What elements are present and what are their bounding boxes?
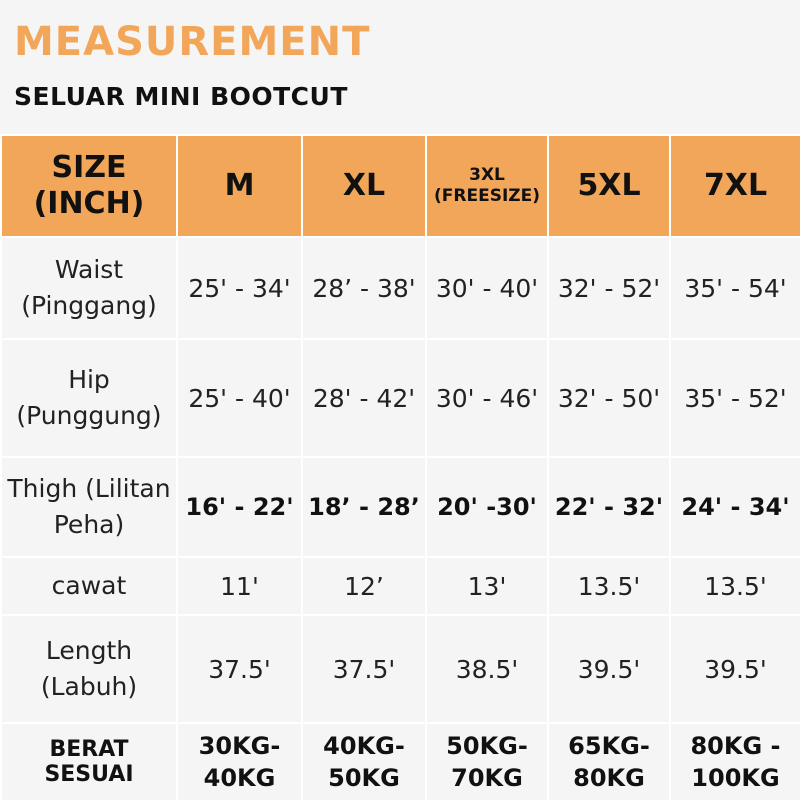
size-3xl-header: 3XL (FREESIZE) bbox=[425, 134, 549, 238]
table-cell: 38.5' bbox=[425, 614, 549, 724]
size-label: 5XL bbox=[577, 168, 641, 203]
table-cell: 28' - 42' bbox=[301, 338, 427, 458]
row-label-line: Hip bbox=[68, 364, 110, 394]
table-row-thigh: Thigh (Lilitan Peha) 16' - 22' 18’ - 28’… bbox=[0, 456, 800, 558]
row-label-line: Length bbox=[45, 635, 133, 665]
table-cell: 11' bbox=[176, 556, 303, 616]
table-cell: 25' - 40' bbox=[176, 338, 303, 458]
size-label: XL bbox=[342, 168, 386, 203]
product-name: SELUAR MINI BOOTCUT bbox=[14, 82, 348, 111]
table-cell: 40KG- 50KG bbox=[301, 722, 427, 802]
size-xl-header: XL bbox=[301, 134, 427, 238]
table-cell: 32' - 50' bbox=[547, 338, 671, 458]
row-label: Hip (Punggung) bbox=[0, 338, 178, 458]
row-label-line: Peha) bbox=[53, 510, 125, 539]
size-header-row: SIZE (INCH) M XL 3XL (FREESIZE) 5XL 7XL bbox=[0, 134, 800, 238]
table-cell: 32' - 52' bbox=[547, 236, 671, 340]
weight-line: 30KG- bbox=[198, 731, 281, 760]
row-label-line: (Punggung) bbox=[16, 401, 162, 430]
size-inch-header: SIZE (INCH) bbox=[0, 134, 178, 238]
table-cell: 13.5' bbox=[547, 556, 671, 616]
table-cell: 13.5' bbox=[669, 556, 800, 616]
weight-line: 70KG bbox=[451, 764, 523, 792]
weight-line: 65KG- bbox=[568, 731, 650, 760]
weight-line: 80KG - bbox=[690, 731, 781, 760]
row-label: Thigh (Lilitan Peha) bbox=[0, 456, 178, 558]
size-label: 7XL bbox=[703, 168, 768, 203]
row-label: cawat bbox=[0, 556, 178, 616]
table-row-cawat: cawat 11' 12’ 13' 13.5' 13.5' bbox=[0, 556, 800, 616]
table-cell: 30' - 46' bbox=[425, 338, 549, 458]
size-label: 3XL bbox=[469, 164, 505, 185]
weight-line: 80KG bbox=[573, 764, 645, 792]
row-label-line: cawat bbox=[51, 570, 127, 600]
table-cell: 30' - 40' bbox=[425, 236, 549, 340]
table-row-waist: Waist (Pinggang) 25' - 34' 28’ - 38' 30'… bbox=[0, 236, 800, 340]
row-label-line: (Labuh) bbox=[40, 672, 138, 701]
corner-line: SIZE bbox=[51, 150, 127, 185]
row-label-line: Thigh (Lilitan bbox=[7, 473, 171, 503]
size-m-header: M bbox=[176, 134, 303, 238]
size-5xl-header: 5XL bbox=[547, 134, 671, 238]
size-label: (FREESIZE) bbox=[434, 186, 540, 206]
table-cell: 18’ - 28’ bbox=[301, 456, 427, 558]
table-row-weight: BERAT SESUAI 30KG- 40KG 40KG- 50KG 50KG-… bbox=[0, 722, 800, 802]
page-title: MEASUREMENT bbox=[14, 19, 371, 65]
table-row-length: Length (Labuh) 37.5' 37.5' 38.5' 39.5' 3… bbox=[0, 614, 800, 724]
size-7xl-header: 7XL bbox=[669, 134, 800, 238]
weight-line: 50KG bbox=[328, 764, 400, 792]
table-cell: 80KG - 100KG bbox=[669, 722, 800, 802]
table-cell: 39.5' bbox=[669, 614, 800, 724]
weight-line: 40KG bbox=[203, 764, 276, 792]
table-row-hip: Hip (Punggung) 25' - 40' 28' - 42' 30' -… bbox=[0, 338, 800, 458]
weight-line: 50KG- bbox=[446, 731, 528, 760]
table-cell: 24' - 34' bbox=[669, 456, 800, 558]
table-cell: 20' -30' bbox=[425, 456, 549, 558]
table-cell: 65KG- 80KG bbox=[547, 722, 671, 802]
table-cell: 22' - 32' bbox=[547, 456, 671, 558]
table-cell: 13' bbox=[425, 556, 549, 616]
table-cell: 50KG- 70KG bbox=[425, 722, 549, 802]
table-cell: 12’ bbox=[301, 556, 427, 616]
table-cell: 37.5' bbox=[176, 614, 303, 724]
weight-line: 100KG bbox=[691, 764, 780, 792]
row-label-line: Waist bbox=[54, 254, 124, 284]
table-cell: 25' - 34' bbox=[176, 236, 303, 340]
table-cell: 28’ - 38' bbox=[301, 236, 427, 340]
row-label: Waist (Pinggang) bbox=[0, 236, 178, 340]
table-cell: 35' - 54' bbox=[669, 236, 800, 340]
corner-line: (INCH) bbox=[33, 186, 145, 221]
row-label-line: BERAT bbox=[49, 736, 129, 762]
row-label: Length (Labuh) bbox=[0, 614, 178, 724]
size-label: M bbox=[224, 168, 255, 203]
row-label-line: SESUAI bbox=[44, 762, 134, 787]
table-cell: 35' - 52' bbox=[669, 338, 800, 458]
table-cell: 16' - 22' bbox=[176, 456, 303, 558]
weight-line: 40KG- bbox=[323, 731, 405, 760]
table-cell: 39.5' bbox=[547, 614, 671, 724]
table-cell: 37.5' bbox=[301, 614, 427, 724]
table-cell: 30KG- 40KG bbox=[176, 722, 303, 802]
size-chart-table: SIZE (INCH) M XL 3XL (FREESIZE) 5XL 7XL … bbox=[0, 134, 800, 802]
row-label: BERAT SESUAI bbox=[0, 722, 178, 802]
row-label-line: (Pinggang) bbox=[21, 291, 157, 320]
